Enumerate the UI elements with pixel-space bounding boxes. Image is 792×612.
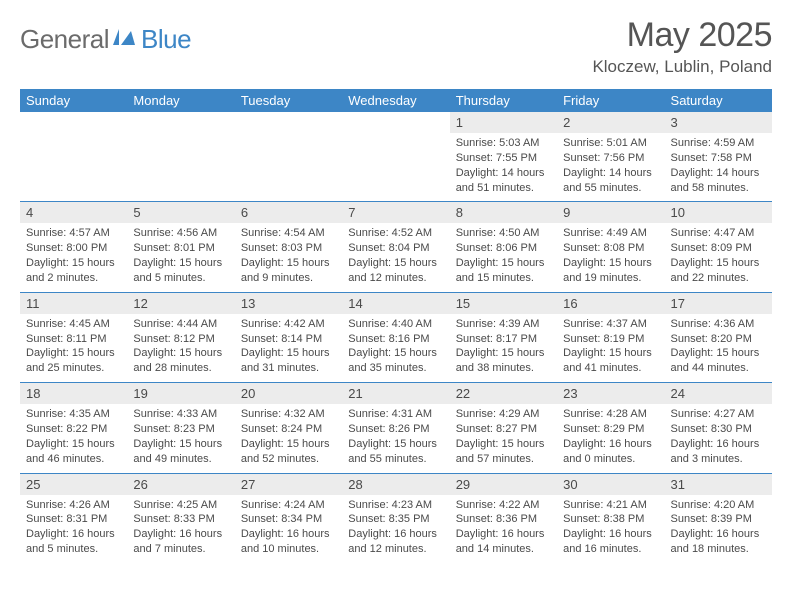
day-of-week-row: Sunday Monday Tuesday Wednesday Thursday… xyxy=(20,89,772,112)
brand-text-general: General xyxy=(20,24,109,55)
day-number-row: 11121314151617 xyxy=(20,292,772,314)
day-number-cell: 14 xyxy=(342,292,449,314)
day-number-cell: 17 xyxy=(665,292,772,314)
day-detail-cell: Sunrise: 4:24 AMSunset: 8:34 PMDaylight:… xyxy=(235,495,342,563)
day-detail-cell xyxy=(20,133,127,202)
day-detail-cell: Sunrise: 4:26 AMSunset: 8:31 PMDaylight:… xyxy=(20,495,127,563)
dow-cell: Thursday xyxy=(450,89,557,112)
day-number-row: 25262728293031 xyxy=(20,473,772,495)
calendar-page: General Blue May 2025 Kloczew, Lublin, P… xyxy=(0,0,792,612)
day-number-cell: 24 xyxy=(665,383,772,405)
day-number-cell: 1 xyxy=(450,112,557,133)
day-detail-cell: Sunrise: 4:54 AMSunset: 8:03 PMDaylight:… xyxy=(235,223,342,292)
day-number-cell: 31 xyxy=(665,473,772,495)
day-detail-cell: Sunrise: 4:29 AMSunset: 8:27 PMDaylight:… xyxy=(450,404,557,473)
day-detail-cell: Sunrise: 4:31 AMSunset: 8:26 PMDaylight:… xyxy=(342,404,449,473)
day-detail-cell xyxy=(342,133,449,202)
day-number-cell xyxy=(127,112,234,133)
day-detail-cell: Sunrise: 4:47 AMSunset: 8:09 PMDaylight:… xyxy=(665,223,772,292)
day-number-cell: 6 xyxy=(235,202,342,224)
day-number-cell: 22 xyxy=(450,383,557,405)
day-detail-cell xyxy=(127,133,234,202)
day-detail-cell: Sunrise: 4:33 AMSunset: 8:23 PMDaylight:… xyxy=(127,404,234,473)
day-number-cell: 8 xyxy=(450,202,557,224)
day-detail-cell: Sunrise: 4:21 AMSunset: 8:38 PMDaylight:… xyxy=(557,495,664,563)
day-detail-cell: Sunrise: 4:25 AMSunset: 8:33 PMDaylight:… xyxy=(127,495,234,563)
day-detail-row: Sunrise: 4:26 AMSunset: 8:31 PMDaylight:… xyxy=(20,495,772,563)
day-detail-cell: Sunrise: 4:23 AMSunset: 8:35 PMDaylight:… xyxy=(342,495,449,563)
day-number-cell: 9 xyxy=(557,202,664,224)
day-detail-cell: Sunrise: 4:52 AMSunset: 8:04 PMDaylight:… xyxy=(342,223,449,292)
day-detail-cell xyxy=(235,133,342,202)
day-number-cell: 2 xyxy=(557,112,664,133)
day-detail-cell: Sunrise: 4:28 AMSunset: 8:29 PMDaylight:… xyxy=(557,404,664,473)
day-detail-cell: Sunrise: 4:22 AMSunset: 8:36 PMDaylight:… xyxy=(450,495,557,563)
day-detail-cell: Sunrise: 4:20 AMSunset: 8:39 PMDaylight:… xyxy=(665,495,772,563)
day-number-row: 45678910 xyxy=(20,202,772,224)
day-detail-cell: Sunrise: 4:42 AMSunset: 8:14 PMDaylight:… xyxy=(235,314,342,383)
day-number-cell: 23 xyxy=(557,383,664,405)
day-number-cell: 4 xyxy=(20,202,127,224)
day-detail-row: Sunrise: 5:03 AMSunset: 7:55 PMDaylight:… xyxy=(20,133,772,202)
day-detail-cell: Sunrise: 4:36 AMSunset: 8:20 PMDaylight:… xyxy=(665,314,772,383)
day-number-cell: 29 xyxy=(450,473,557,495)
day-detail-row: Sunrise: 4:57 AMSunset: 8:00 PMDaylight:… xyxy=(20,223,772,292)
day-detail-cell: Sunrise: 4:49 AMSunset: 8:08 PMDaylight:… xyxy=(557,223,664,292)
brand-logo: General Blue xyxy=(20,16,191,55)
day-detail-cell: Sunrise: 5:03 AMSunset: 7:55 PMDaylight:… xyxy=(450,133,557,202)
day-number-cell: 12 xyxy=(127,292,234,314)
day-detail-cell: Sunrise: 4:32 AMSunset: 8:24 PMDaylight:… xyxy=(235,404,342,473)
dow-cell: Wednesday xyxy=(342,89,449,112)
day-number-cell: 20 xyxy=(235,383,342,405)
dow-cell: Monday xyxy=(127,89,234,112)
day-number-row: 123 xyxy=(20,112,772,133)
day-number-cell xyxy=(342,112,449,133)
day-number-cell: 27 xyxy=(235,473,342,495)
day-number-cell: 19 xyxy=(127,383,234,405)
day-number-cell: 28 xyxy=(342,473,449,495)
day-number-cell: 18 xyxy=(20,383,127,405)
day-number-row: 18192021222324 xyxy=(20,383,772,405)
day-detail-cell: Sunrise: 4:44 AMSunset: 8:12 PMDaylight:… xyxy=(127,314,234,383)
day-detail-cell: Sunrise: 4:45 AMSunset: 8:11 PMDaylight:… xyxy=(20,314,127,383)
day-detail-cell: Sunrise: 4:35 AMSunset: 8:22 PMDaylight:… xyxy=(20,404,127,473)
day-detail-row: Sunrise: 4:45 AMSunset: 8:11 PMDaylight:… xyxy=(20,314,772,383)
brand-text-blue: Blue xyxy=(141,24,191,55)
calendar-table: Sunday Monday Tuesday Wednesday Thursday… xyxy=(20,89,772,563)
header: General Blue May 2025 Kloczew, Lublin, P… xyxy=(20,16,772,77)
dow-cell: Saturday xyxy=(665,89,772,112)
day-number-cell xyxy=(20,112,127,133)
day-number-cell: 11 xyxy=(20,292,127,314)
day-number-cell: 13 xyxy=(235,292,342,314)
day-number-cell: 15 xyxy=(450,292,557,314)
day-detail-cell: Sunrise: 4:40 AMSunset: 8:16 PMDaylight:… xyxy=(342,314,449,383)
day-number-cell: 26 xyxy=(127,473,234,495)
day-detail-cell: Sunrise: 5:01 AMSunset: 7:56 PMDaylight:… xyxy=(557,133,664,202)
day-detail-cell: Sunrise: 4:39 AMSunset: 8:17 PMDaylight:… xyxy=(450,314,557,383)
day-number-cell: 25 xyxy=(20,473,127,495)
dow-cell: Sunday xyxy=(20,89,127,112)
day-detail-cell: Sunrise: 4:56 AMSunset: 8:01 PMDaylight:… xyxy=(127,223,234,292)
day-detail-cell: Sunrise: 4:50 AMSunset: 8:06 PMDaylight:… xyxy=(450,223,557,292)
day-detail-cell: Sunrise: 4:57 AMSunset: 8:00 PMDaylight:… xyxy=(20,223,127,292)
day-number-cell: 30 xyxy=(557,473,664,495)
location-text: Kloczew, Lublin, Poland xyxy=(592,57,772,77)
dow-cell: Friday xyxy=(557,89,664,112)
day-detail-row: Sunrise: 4:35 AMSunset: 8:22 PMDaylight:… xyxy=(20,404,772,473)
title-block: May 2025 Kloczew, Lublin, Poland xyxy=(592,16,772,77)
day-number-cell: 3 xyxy=(665,112,772,133)
day-detail-cell: Sunrise: 4:37 AMSunset: 8:19 PMDaylight:… xyxy=(557,314,664,383)
flag-icon xyxy=(111,27,137,52)
day-number-cell xyxy=(235,112,342,133)
day-number-cell: 7 xyxy=(342,202,449,224)
day-number-cell: 16 xyxy=(557,292,664,314)
month-title: May 2025 xyxy=(592,16,772,55)
day-detail-cell: Sunrise: 4:27 AMSunset: 8:30 PMDaylight:… xyxy=(665,404,772,473)
day-number-cell: 21 xyxy=(342,383,449,405)
day-number-cell: 5 xyxy=(127,202,234,224)
day-number-cell: 10 xyxy=(665,202,772,224)
day-detail-cell: Sunrise: 4:59 AMSunset: 7:58 PMDaylight:… xyxy=(665,133,772,202)
dow-cell: Tuesday xyxy=(235,89,342,112)
